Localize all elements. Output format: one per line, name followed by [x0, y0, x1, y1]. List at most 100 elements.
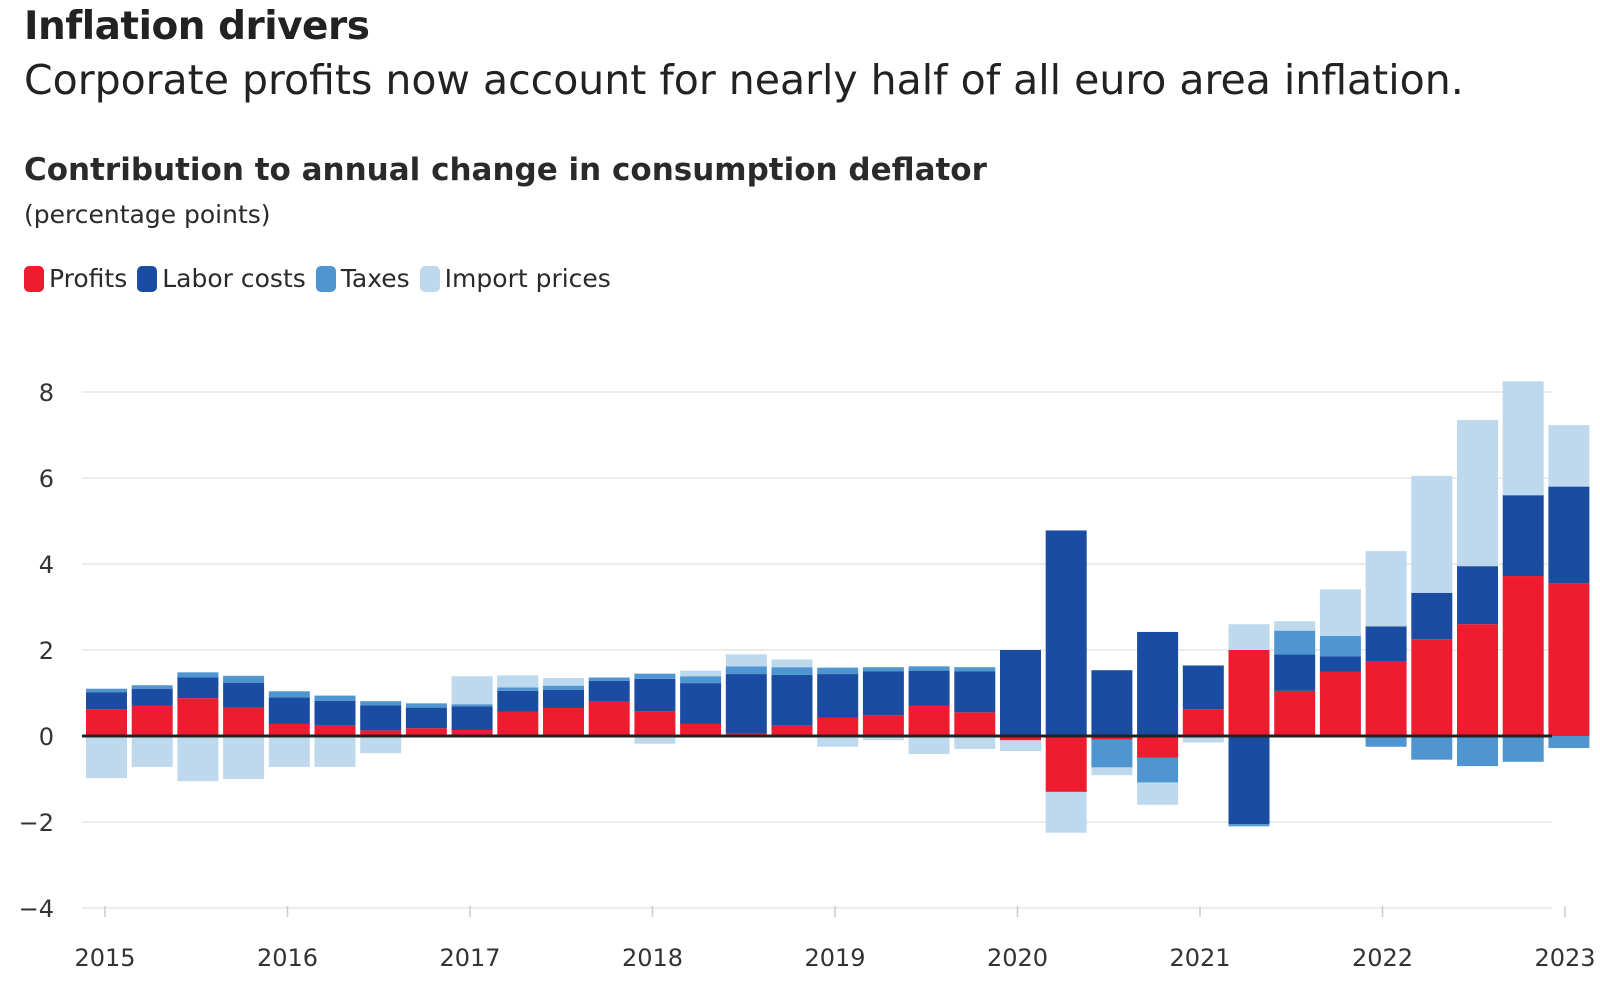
bar-profits [360, 730, 402, 736]
bar-layer [86, 381, 1590, 833]
bar-profits [1319, 671, 1361, 736]
bar-taxes [131, 685, 173, 689]
page-title: Inflation drivers [24, 4, 370, 49]
bar-profits [1365, 661, 1407, 736]
bar-labor-costs [1000, 650, 1041, 736]
bar-import-prices [1365, 551, 1407, 627]
bar-profits [634, 711, 676, 736]
bar-import-prices [1091, 767, 1133, 776]
x-tick-label: 2020 [987, 944, 1048, 972]
bar-profits [1045, 736, 1087, 792]
y-tick-label: −4 [19, 895, 54, 923]
bar-taxes [405, 703, 447, 708]
y-tick-label: 6 [39, 465, 54, 493]
bar-labor-costs [1502, 495, 1544, 577]
bar-profits [223, 707, 265, 736]
bar-import-prices [1548, 425, 1590, 487]
bar-import-prices [908, 736, 950, 755]
bar-labor-costs [543, 689, 584, 709]
bar-taxes [1548, 736, 1590, 749]
bar-profits [588, 701, 630, 736]
y-tick-label: −2 [19, 809, 54, 837]
bar-taxes [1457, 736, 1498, 767]
y-tick-label: 8 [39, 379, 54, 407]
bar-import-prices [1411, 475, 1453, 593]
bar-taxes [1274, 630, 1316, 655]
bar-profits [817, 717, 859, 736]
bar-profits [1548, 583, 1590, 736]
bar-labor-costs [908, 670, 950, 706]
x-tick-label: 2017 [439, 944, 500, 972]
bar-labor-costs [725, 674, 767, 734]
bar-import-prices [1274, 621, 1316, 631]
bar-taxes [680, 676, 722, 684]
bar-import-prices [543, 677, 584, 686]
bar-import-prices [725, 654, 767, 667]
bar-taxes [862, 667, 904, 672]
page-subtitle: Corporate profits now account for nearly… [24, 56, 1464, 104]
bar-taxes [588, 677, 630, 681]
bar-labor-costs [1228, 736, 1270, 825]
bar-labor-costs [497, 690, 539, 712]
bar-profits [1228, 650, 1270, 736]
bar-import-prices [1000, 740, 1041, 752]
bar-profits [908, 705, 950, 736]
bar-labor-costs [268, 697, 310, 724]
bar-import-prices [360, 736, 402, 754]
bar-taxes [954, 667, 996, 672]
bar-import-prices-negative-side [634, 736, 676, 744]
bar-import-prices [268, 736, 310, 767]
legend-label-profits: Profits [49, 264, 128, 293]
bar-profits [405, 728, 447, 736]
bar-labor-costs [451, 706, 493, 730]
bar-import-prices [862, 736, 904, 741]
legend-label-import-prices: Import prices [444, 264, 611, 293]
legend-swatch-taxes [315, 265, 336, 292]
bar-labor-costs [131, 688, 173, 706]
bar-import-prices [1137, 782, 1179, 805]
legend-item-import-prices: Import prices [419, 264, 611, 293]
bar-taxes [1411, 736, 1453, 760]
legend-swatch-import-prices [419, 265, 440, 292]
axis-layer: 8 6 4 2 0 −2 −4 2015 2016 2017 2018 2019 2020 2021 202… [19, 379, 1596, 972]
legend-swatch-profits [24, 265, 44, 292]
bar-labor-costs [314, 700, 356, 726]
legend-item-taxes: Taxes [315, 264, 410, 293]
legend-item-profits: Profits [24, 264, 127, 293]
bar-taxes [1091, 739, 1133, 768]
chart-units: (percentage points) [24, 200, 271, 229]
bar-taxes [634, 673, 676, 679]
legend-label-labor-costs: Labor costs [162, 264, 306, 293]
bar-taxes [543, 685, 584, 690]
x-tick-label: 2018 [622, 944, 683, 972]
bar-profits [497, 711, 539, 736]
chart-title: Contribution to annual change in consump… [24, 152, 987, 188]
bar-profits [131, 705, 173, 736]
bar-import-prices [1502, 381, 1544, 496]
bar-labor-costs [1182, 665, 1224, 710]
legend-label-taxes: Taxes [340, 264, 410, 293]
bar-profits [1502, 576, 1544, 736]
bar-taxes [817, 667, 859, 675]
bar-profits [680, 723, 722, 736]
y-tick-label: 4 [39, 551, 54, 579]
legend-swatch-labor-costs [137, 265, 158, 292]
bar-taxes [1502, 736, 1544, 762]
bar-profits [1182, 709, 1224, 736]
bar-profits [314, 725, 356, 736]
bar-taxes [1228, 824, 1270, 827]
bar-labor-costs [954, 671, 996, 713]
bar-import-prices [223, 736, 265, 779]
bar-taxes [223, 675, 265, 683]
bar-profits [1457, 624, 1498, 736]
y-tick-label: 2 [39, 637, 54, 665]
bar-profits [771, 725, 813, 736]
bar-taxes [771, 667, 813, 675]
bar-taxes [314, 695, 356, 701]
bar-labor-costs [177, 677, 219, 699]
bar-import-prices [680, 670, 722, 677]
bar-taxes [725, 666, 767, 675]
bar-labor-costs [634, 678, 676, 712]
bar-profits [177, 698, 219, 736]
